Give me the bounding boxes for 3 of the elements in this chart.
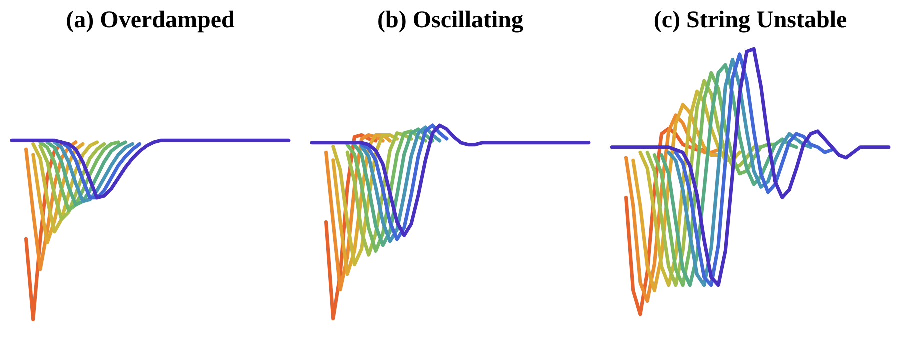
chart-title: (c) String Unstable	[654, 8, 848, 34]
chart-title: (a) Overdamped	[66, 8, 236, 34]
chart-title: (b) Oscillating	[378, 8, 524, 34]
